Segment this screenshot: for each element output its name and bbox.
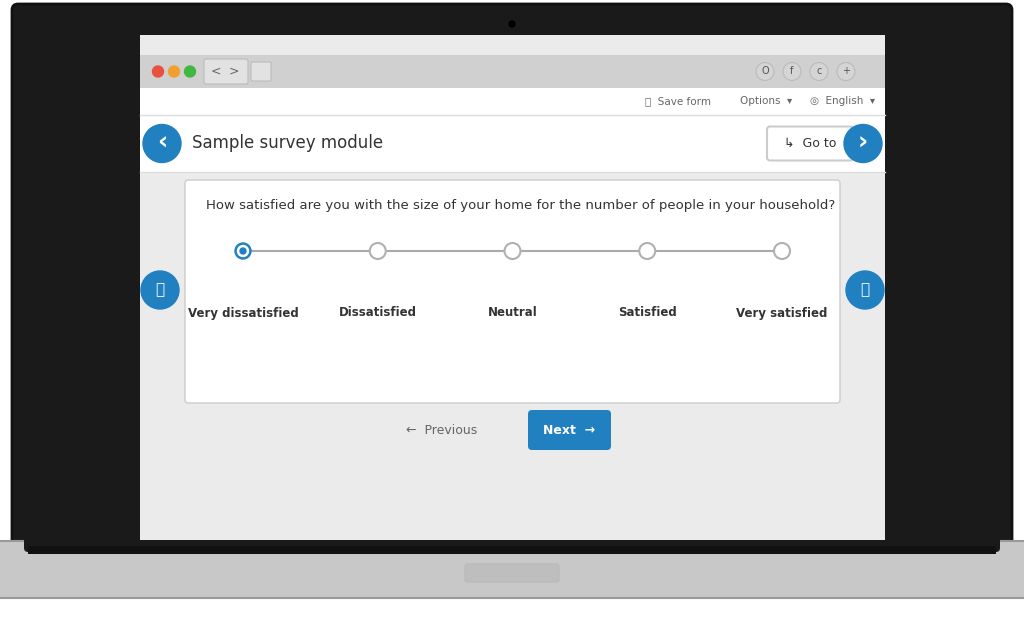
Text: Dissatisfied: Dissatisfied (339, 306, 417, 320)
Text: Very satisfied: Very satisfied (736, 306, 827, 320)
Circle shape (184, 66, 196, 77)
Circle shape (141, 271, 179, 309)
Circle shape (774, 243, 790, 259)
Text: Very dissatisfied: Very dissatisfied (187, 306, 298, 320)
Text: ‹: ‹ (157, 130, 167, 155)
FancyBboxPatch shape (28, 546, 996, 554)
Circle shape (844, 125, 882, 162)
Text: Satisfied: Satisfied (617, 306, 677, 320)
Circle shape (143, 125, 181, 162)
Text: ⏭: ⏭ (860, 282, 869, 298)
Text: ◎  English  ▾: ◎ English ▾ (810, 96, 876, 106)
Circle shape (837, 62, 855, 81)
Text: ⏮: ⏮ (156, 282, 165, 298)
FancyBboxPatch shape (767, 126, 853, 160)
Circle shape (810, 62, 828, 81)
Text: +: + (842, 67, 850, 77)
FancyBboxPatch shape (204, 59, 248, 84)
Circle shape (846, 271, 884, 309)
Text: <: < (211, 65, 221, 78)
FancyBboxPatch shape (528, 410, 611, 450)
Text: f: f (791, 67, 794, 77)
Text: ›: › (858, 130, 868, 155)
FancyBboxPatch shape (140, 35, 885, 540)
Circle shape (370, 243, 386, 259)
Circle shape (639, 243, 655, 259)
Circle shape (234, 243, 251, 259)
FancyBboxPatch shape (140, 115, 885, 172)
Circle shape (169, 66, 179, 77)
FancyBboxPatch shape (140, 88, 885, 115)
Text: O: O (761, 67, 769, 77)
Text: ←  Previous: ← Previous (407, 423, 477, 437)
Text: c: c (816, 67, 821, 77)
Text: Sample survey module: Sample survey module (193, 135, 383, 152)
Text: Next  →: Next → (544, 423, 596, 437)
Circle shape (505, 243, 520, 259)
FancyBboxPatch shape (12, 4, 1012, 596)
FancyBboxPatch shape (140, 55, 885, 88)
FancyBboxPatch shape (0, 541, 1024, 598)
Text: ↳  Go to: ↳ Go to (783, 137, 837, 150)
Circle shape (238, 245, 249, 257)
Circle shape (153, 66, 164, 77)
FancyBboxPatch shape (140, 172, 885, 460)
Text: How satisfied are you with the size of your home for the number of people in you: How satisfied are you with the size of y… (206, 199, 836, 211)
FancyBboxPatch shape (465, 564, 559, 582)
FancyBboxPatch shape (185, 180, 840, 403)
Text: 📄  Save form: 📄 Save form (645, 96, 711, 106)
FancyBboxPatch shape (251, 62, 271, 81)
Circle shape (783, 62, 801, 81)
FancyBboxPatch shape (24, 14, 1000, 552)
Circle shape (509, 21, 515, 27)
Text: >: > (228, 65, 240, 78)
Text: Options  ▾: Options ▾ (740, 96, 793, 106)
Circle shape (756, 62, 774, 81)
Circle shape (240, 248, 246, 254)
Text: Neutral: Neutral (487, 306, 538, 320)
